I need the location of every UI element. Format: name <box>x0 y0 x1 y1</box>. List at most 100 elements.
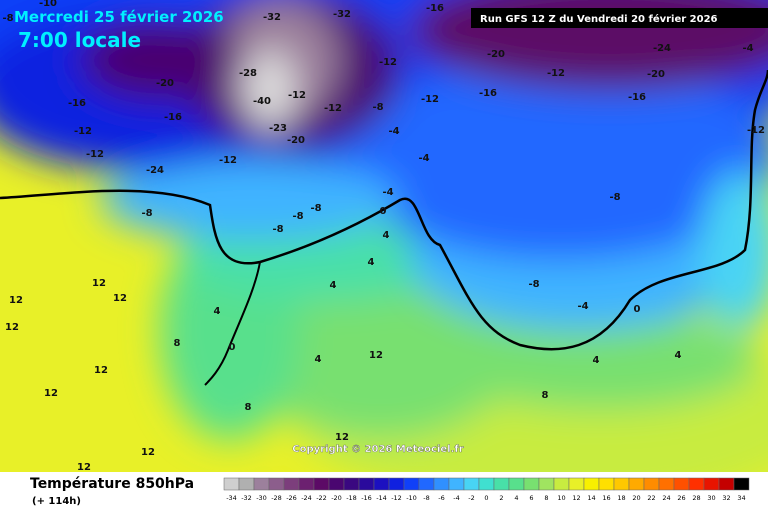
scale-label: 6 <box>529 494 533 502</box>
contour-label: -12 <box>421 94 439 105</box>
contour-label: -4 <box>742 43 753 54</box>
scale-label: -32 <box>241 494 252 502</box>
contour-label: -4 <box>382 187 393 198</box>
contour-label: -10 <box>39 0 57 9</box>
contour-label: -16 <box>164 112 182 123</box>
contour-label: 8 <box>542 390 549 401</box>
contour-label: -24 <box>146 165 164 176</box>
scale-swatch <box>253 477 270 491</box>
scale-swatch <box>343 477 360 491</box>
scale-label: 8 <box>544 494 548 502</box>
scale-swatch <box>223 477 240 491</box>
contour-label: -16 <box>479 88 497 99</box>
contour-label: -20 <box>287 135 305 146</box>
scale-swatch <box>568 477 585 491</box>
run-box <box>471 8 768 28</box>
scale-label: -26 <box>286 494 297 502</box>
contour-label: -12 <box>324 103 342 114</box>
contour-label: -12 <box>219 155 237 166</box>
contour-label: -8 <box>292 211 303 222</box>
contour-label: -16 <box>628 92 646 103</box>
scale-swatch <box>238 477 255 491</box>
scale-label: -34 <box>226 494 237 502</box>
contour-label: 4 <box>383 230 390 241</box>
contour-label: -4 <box>388 126 399 137</box>
scale-label: -18 <box>346 494 357 502</box>
contour-label: -8 <box>372 102 383 113</box>
map-labels: -8-10 -16-32 -32-20-16-12-16-12-24-8-28-40… <box>2 0 765 473</box>
scale-swatch <box>493 477 510 491</box>
scale-swatch <box>538 477 555 491</box>
contour-label: -20 <box>487 49 505 60</box>
contour-label: 12 <box>44 388 58 399</box>
contour-label: -12 <box>74 126 92 137</box>
contour-label: 0 <box>229 342 236 353</box>
scale-swatch <box>658 477 675 491</box>
scale-label: -6 <box>438 494 444 502</box>
contour-label: -32 <box>333 9 351 20</box>
scale-label: 24 <box>662 494 670 502</box>
contour-label: 4 <box>214 306 221 317</box>
scale-swatch <box>613 477 630 491</box>
run-info: Run GFS 12 Z du Vendredi 20 février 2026 <box>480 13 718 25</box>
scale-swatch <box>673 477 690 491</box>
scale-label: 4 <box>514 494 518 502</box>
contour-label: -23 <box>269 123 287 134</box>
scale-label: -4 <box>453 494 459 502</box>
scale-label: -12 <box>391 494 402 502</box>
contour-label: 8 <box>245 402 252 413</box>
scale-label: 30 <box>707 494 715 502</box>
scale-label: -2 <box>468 494 474 502</box>
contour-label: 12 <box>94 365 108 376</box>
scale-label: 22 <box>647 494 655 502</box>
scale-swatch <box>478 477 495 491</box>
scale-label: -22 <box>316 494 327 502</box>
copyright: Copyright © 2026 Meteociel.fr <box>292 444 463 455</box>
scale-label: -28 <box>271 494 282 502</box>
scale-label: -24 <box>301 494 312 502</box>
contour-label: -12 <box>288 90 306 101</box>
contour-label: -8 <box>2 13 13 24</box>
lead-time: (+ 114h) <box>32 496 81 507</box>
contour-label: 0 <box>634 304 641 315</box>
scale-swatch <box>268 477 285 491</box>
scale-swatch <box>508 477 525 491</box>
contour-label: 12 <box>92 278 106 289</box>
scale-swatch <box>448 477 465 491</box>
contour-label: -8 <box>609 192 620 203</box>
scale-swatch <box>463 477 480 491</box>
scale-label: -10 <box>406 494 417 502</box>
contour-label: -40 <box>253 96 271 107</box>
contour-label: -28 <box>239 68 257 79</box>
scale-label: -8 <box>423 494 429 502</box>
scale-swatch <box>703 477 720 491</box>
contour-label: -8 <box>141 208 152 219</box>
scale-swatch <box>598 477 615 491</box>
contour-label: -12 <box>379 57 397 68</box>
contour-label: -12 <box>86 149 104 160</box>
scale-label: 14 <box>587 494 595 502</box>
contour-label: -20 <box>647 69 665 80</box>
scale-label: 16 <box>602 494 610 502</box>
scale-label: 10 <box>557 494 565 502</box>
scale-swatch <box>733 477 750 491</box>
contour-label: -12 <box>747 125 765 136</box>
scale-label: 28 <box>692 494 700 502</box>
contour-label: 4 <box>330 280 337 291</box>
scale-swatch <box>688 477 705 491</box>
scale-swatch <box>643 477 660 491</box>
contour-label: -12 <box>547 68 565 79</box>
scale-swatch <box>358 477 375 491</box>
contour-label: 4 <box>675 350 682 361</box>
contour-label: 12 <box>113 293 127 304</box>
scale-label: 20 <box>632 494 640 502</box>
date: Mercredi 25 février 2026 <box>14 8 224 26</box>
field-title: Température 850hPa <box>30 476 194 492</box>
contour-label: -24 <box>653 43 671 54</box>
scale-swatch <box>298 477 315 491</box>
contour-label: 12 <box>9 295 23 306</box>
contour-label: 8 <box>174 338 181 349</box>
contour-label: 12 <box>369 350 383 361</box>
